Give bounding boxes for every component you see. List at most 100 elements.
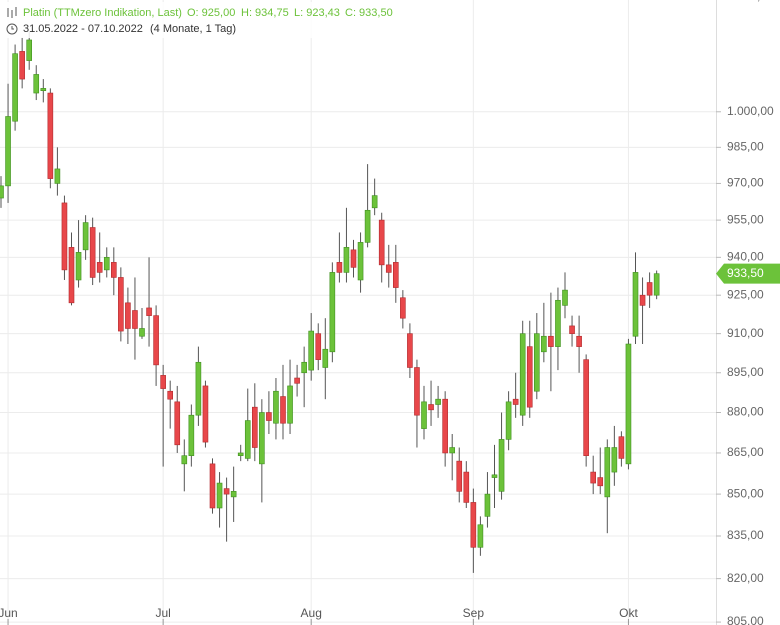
candle-body [153,315,159,366]
x-tick-label: Jul [155,606,170,620]
candle-body [111,262,117,278]
candle-body [590,471,597,484]
candle-body [533,333,540,392]
candle-body [237,452,244,456]
candle-body [181,455,188,465]
candle-body [639,294,646,306]
candle-body [139,328,145,337]
candle-body [392,262,399,288]
candle-body [357,242,364,281]
candle-body [68,247,75,304]
candle-body [343,247,350,273]
candle-body [287,385,293,424]
y-tick-label: 910,00 [727,326,764,340]
candle-body [371,195,378,209]
candle-body [244,420,251,459]
y-tick-label: 925,00 [727,287,764,301]
candle-body [174,401,181,446]
candle-body [597,477,604,487]
candle-body [505,401,512,440]
candle-body [294,377,300,384]
candle-body [562,289,568,306]
header-icon [7,7,17,18]
candle-body [519,333,526,416]
candle-body [96,262,103,273]
candle-body [118,277,124,332]
candle-body [188,414,195,456]
chart-title: Platin (TTMzero Indikation, Last) [23,7,182,19]
y-tick-label: 940,00 [727,250,764,264]
candle-body [456,460,463,492]
y-tick-label: 970,00 [727,176,764,190]
candle-body [202,385,209,443]
candle-body [132,310,138,329]
y-tick-label: 835,00 [727,528,764,542]
candle-body [414,367,420,416]
candle-body [280,396,286,424]
candle-body [195,361,202,416]
clock-icon [6,23,18,35]
candle-body [54,168,61,184]
candle-body [103,257,110,271]
candle-body [259,412,265,465]
y-tick-label: 805,00 [727,614,764,625]
y-tick-label: 955,00 [727,212,764,226]
candle-body [223,488,230,495]
candle-body [477,524,484,548]
candle-body [5,116,11,187]
candle-body [611,447,618,473]
candle-body [230,491,237,498]
period-length: (4 Monate, 1 Tag) [150,23,236,35]
candle-body [40,88,47,92]
candle-body [75,252,82,281]
candle-body [322,348,329,368]
candle-body [400,297,406,319]
candle-body [653,273,660,296]
candle-body [449,447,456,454]
candle-body [484,493,491,517]
candle-body [125,302,131,329]
ohlc-label: L: 923,43 [294,7,340,19]
x-tick-label: Aug [301,606,322,620]
candle-body [576,335,582,347]
period: 31.05.2022 - 07.10.2022 [23,23,143,35]
candle-body [604,447,611,498]
candle-body [252,406,258,448]
candle-body [266,412,272,421]
candle-body [442,398,448,454]
candle-body [167,390,173,400]
candle-body [216,482,223,509]
y-tick-label: 820,00 [727,571,764,585]
candle-body [555,299,561,347]
candle-body [89,227,96,278]
x-tick-label: Jun [0,606,18,620]
candle-body [146,307,152,316]
ohlc-label: H: 934,75 [241,7,289,19]
candle-body [33,74,40,94]
candle-body [569,325,575,334]
candle-body [541,335,547,353]
candle-body [407,333,413,368]
y-tick-label: 1.050,00 [727,0,774,3]
candle-body [209,463,216,509]
candle-body [526,346,533,408]
candle-body [385,264,392,273]
candle-body [12,53,18,122]
candle-body [336,262,343,273]
candle-body [548,335,554,347]
candle-body [632,272,639,337]
y-tick-label: 865,00 [727,445,764,459]
candle-body [301,361,307,374]
candle-body [350,249,357,268]
candle-body [512,398,519,405]
candle-body [470,502,477,548]
header-background [0,2,400,38]
candle-body [47,92,54,179]
candle-body [0,185,4,199]
candle-body [308,330,315,371]
candle-body [273,390,279,424]
candle-body [82,222,89,251]
